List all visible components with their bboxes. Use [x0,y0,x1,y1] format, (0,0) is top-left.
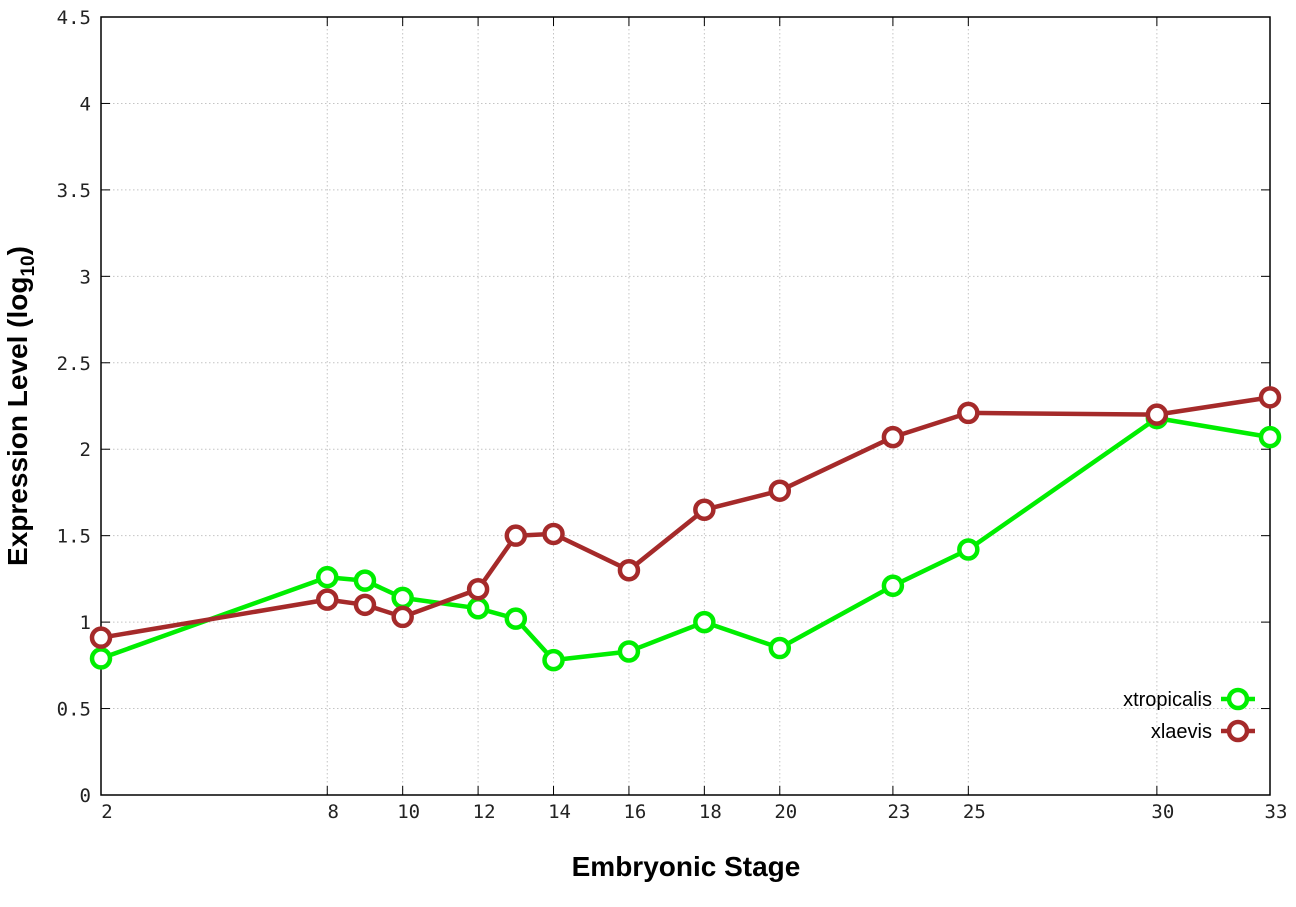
data-point-xlaevis [391,605,414,629]
data-point-xlaevis [1145,403,1169,426]
x-tick-label: 33 [1265,801,1288,823]
series-xtropicalis [89,406,1282,672]
x-tick-label: 14 [548,801,571,823]
data-point-xlaevis [617,558,641,582]
x-tick-label: 10 [397,801,420,823]
legend-marker-xtropicalis [1226,687,1250,711]
legend-label-xtropicalis: xtropicalis [1123,689,1212,711]
data-point-xtropicalis [89,647,113,670]
x-tick-label: 25 [963,801,986,823]
data-point-xlaevis [881,425,905,449]
data-point-xlaevis [1258,386,1282,409]
data-point-xlaevis [957,401,980,425]
data-point-xtropicalis [617,640,641,663]
y-tick-label: 1.5 [57,526,91,548]
x-tick-label: 2 [101,801,112,823]
data-point-xlaevis [316,588,339,611]
legend: xtropicalis xlaevis [1123,687,1255,743]
x-tick-label: 12 [473,801,496,823]
y-tick-label: 4.5 [57,7,91,29]
data-point-xlaevis [89,626,113,649]
y-axis-title-subscript: 10 [18,255,39,276]
y-tick-label: 2 [80,439,91,461]
y-tick-label: 0 [80,785,91,807]
data-point-xlaevis [353,593,377,617]
x-tick-label: 8 [328,801,339,823]
y-axis-title: Expression Level (log10) [2,246,39,566]
y-tick-label: 4 [80,93,91,115]
y-tick-label: 3 [80,266,91,288]
y-tick-label: 1 [80,612,91,634]
data-point-xtropicalis [881,574,905,598]
plot-border [100,16,1271,796]
y-axis-title-close: ) [2,246,33,255]
data-point-xtropicalis [466,597,490,620]
series-line-xlaevis [100,395,1271,640]
data-point-xtropicalis [768,636,792,660]
data-point-xlaevis [504,524,528,547]
x-tick-label: 20 [774,801,797,823]
data-point-xtropicalis [316,565,339,589]
data-point-xtropicalis [957,538,980,561]
x-tick-label: 30 [1151,801,1174,823]
y-axis-title-main: Expression Level (log [2,277,33,566]
data-point-xlaevis [466,578,490,601]
series-xlaevis [89,386,1282,649]
legend-label-xlaevis: xlaevis [1151,721,1212,743]
x-axis-title: Embryonic Stage [572,851,801,882]
data-point-xtropicalis [504,607,528,630]
x-tick-label: 23 [887,801,910,823]
data-point-xlaevis [542,522,565,546]
x-tick-label: 18 [699,801,722,823]
legend-marker-xlaevis [1226,719,1250,743]
y-tick-label: 3.5 [57,180,91,202]
data-point-xtropicalis [693,610,716,634]
data-point-xtropicalis [1258,425,1282,449]
y-tick-label: 2.5 [57,353,91,375]
grid-lines [101,17,1270,795]
x-tick-label: 16 [623,801,646,823]
series-layer [89,386,1282,672]
data-point-xlaevis [768,479,792,502]
y-tick-label: 0.5 [57,699,91,721]
axis-ticks: 0 0.5 1 1.5 2 2.5 3 3.5 4 4.5 2 8 10 12 14 16 18 20 23 25 30… [57,7,1288,823]
data-point-xlaevis [693,498,716,521]
data-point-xtropicalis [353,569,377,592]
series-line-xtropicalis [100,415,1271,663]
data-point-xtropicalis [391,586,414,610]
data-point-xtropicalis [542,648,565,672]
